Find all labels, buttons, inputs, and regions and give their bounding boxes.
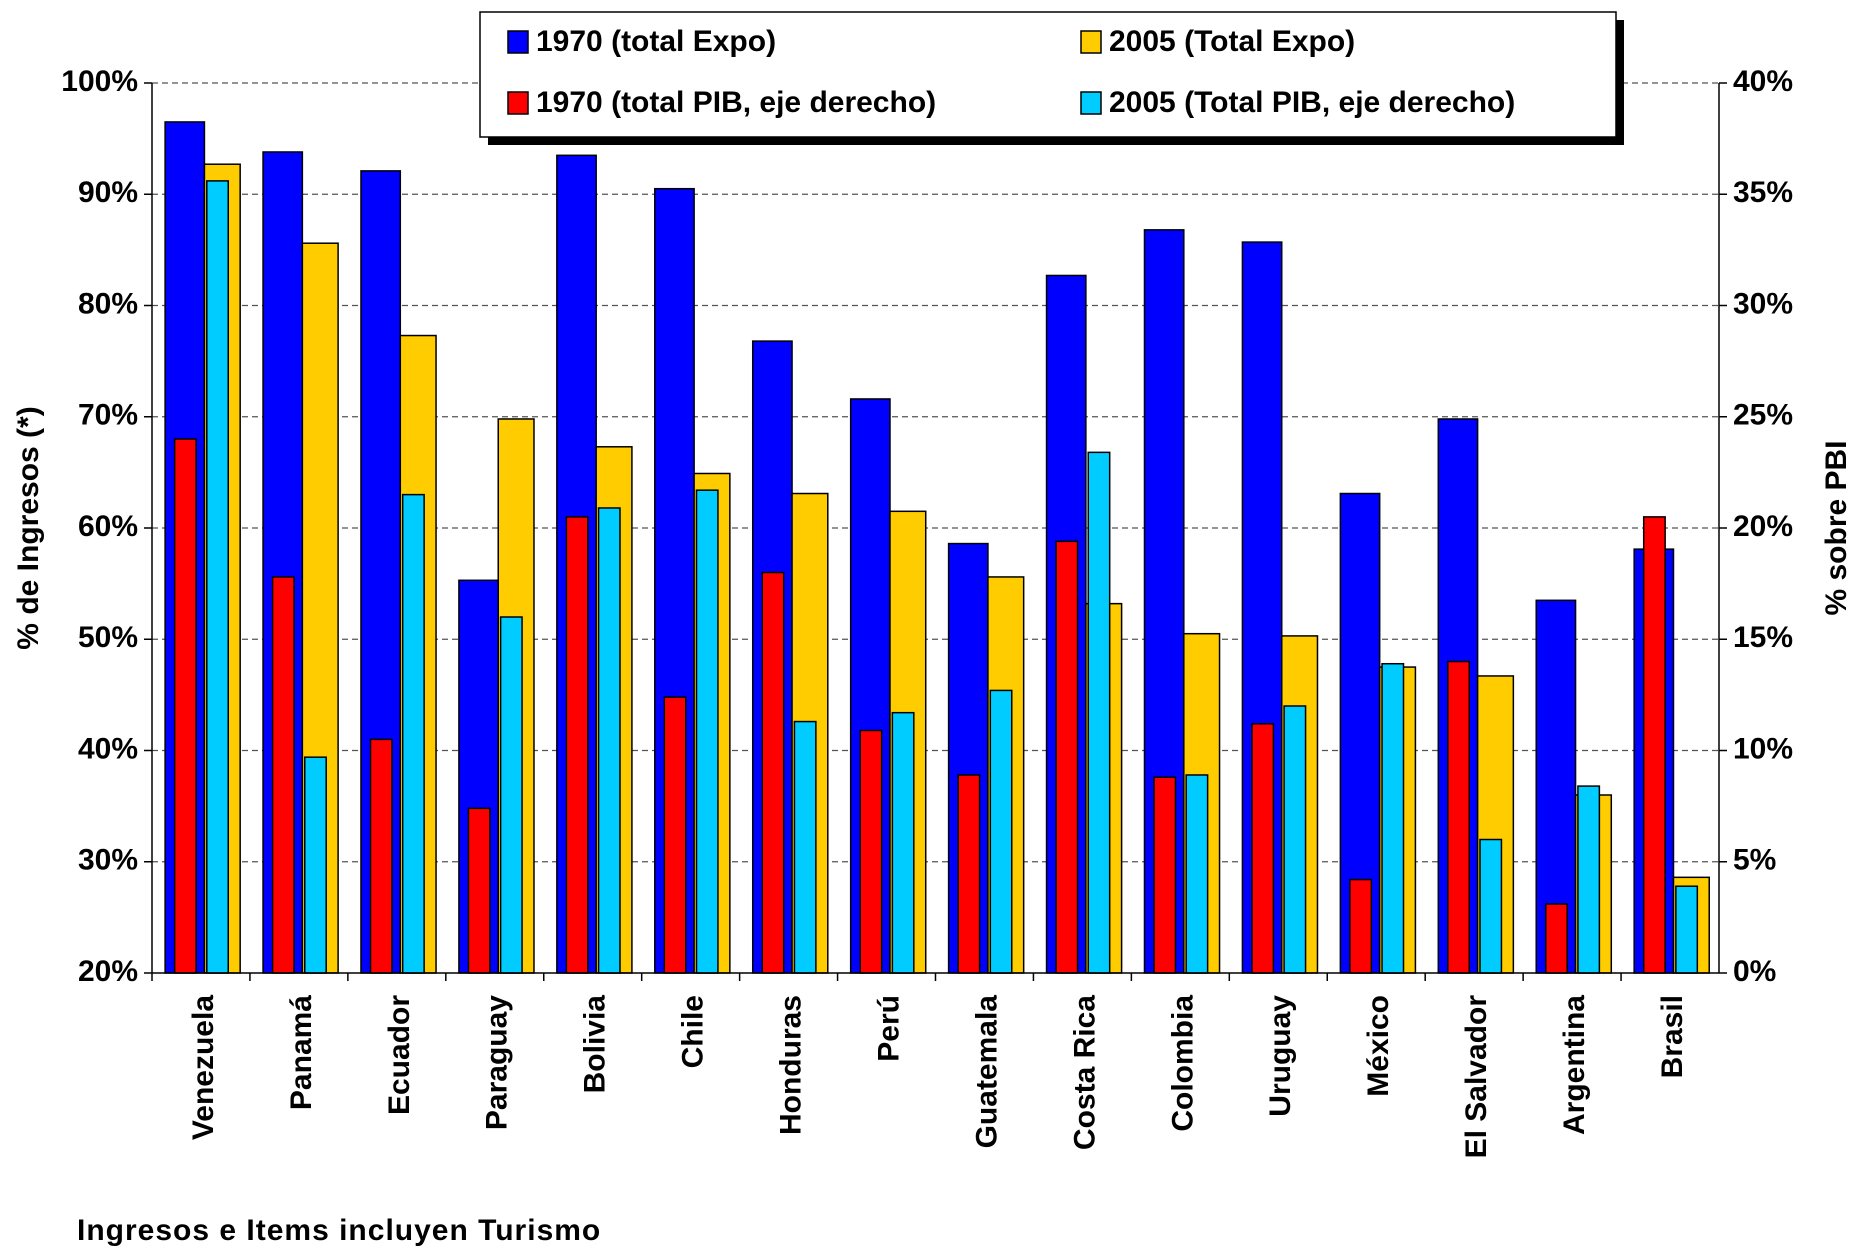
bar [1283, 705, 1307, 974]
x-tick-label: Paraguay [481, 995, 514, 1130]
bar [1675, 885, 1699, 974]
y-tick-label: 50% [78, 621, 138, 654]
bar [303, 756, 327, 974]
legend [479, 11, 1617, 138]
y-tick-label: 40% [78, 732, 138, 765]
y2-tick-label: 40% [1733, 65, 1793, 98]
bar [369, 738, 393, 974]
bar [206, 180, 230, 974]
bar [1577, 785, 1601, 974]
bar [1185, 774, 1209, 974]
x-tick-label: Bolivia [579, 995, 612, 1094]
x-tick-label: Ecuador [383, 995, 416, 1115]
bar [1055, 540, 1079, 974]
bar [173, 438, 197, 974]
bar [989, 689, 1013, 974]
x-tick-label: Colombia [1166, 995, 1199, 1132]
y2-tick-label: 35% [1733, 176, 1793, 209]
bar [467, 807, 491, 974]
bar [1381, 662, 1405, 974]
y2-axis-label: % sobre PBI [1820, 440, 1853, 615]
bar [1642, 516, 1666, 974]
y2-tick-label: 0% [1733, 955, 1776, 988]
y-tick-label: 90% [78, 176, 138, 209]
legend-label: 2005 (Total Expo) [1109, 25, 1355, 58]
x-tick-label: Honduras [775, 995, 808, 1135]
bar [271, 576, 295, 974]
x-tick-label: Perú [872, 995, 905, 1062]
bar [859, 729, 883, 974]
legend-label: 1970 (total Expo) [536, 25, 776, 58]
x-tick-label: Brasil [1656, 995, 1689, 1078]
y2-tick-label: 25% [1733, 399, 1793, 432]
legend-label: 2005 (Total PIB, eje derecho) [1109, 86, 1515, 119]
bar [793, 720, 817, 974]
bar [1447, 660, 1471, 974]
bar [1349, 878, 1373, 974]
legend-swatch [507, 91, 529, 115]
y-tick-label: 60% [78, 510, 138, 543]
bar [1545, 903, 1568, 974]
y-tick-label: 80% [78, 287, 138, 320]
legend-swatch [1080, 91, 1102, 115]
x-tick-label: El Salvador [1460, 995, 1493, 1159]
bar [695, 489, 719, 974]
y2-tick-label: 30% [1733, 287, 1793, 320]
y2-tick-label: 5% [1733, 844, 1776, 877]
y2-tick-label: 15% [1733, 621, 1793, 654]
bar [565, 516, 589, 974]
x-tick-label: Panamá [285, 995, 318, 1110]
bar [663, 696, 687, 974]
y2-tick-label: 10% [1733, 732, 1793, 765]
y-tick-label: 20% [78, 955, 138, 988]
bar [1251, 723, 1275, 974]
bar [1479, 838, 1503, 974]
bar [761, 571, 785, 974]
bar [499, 616, 523, 974]
bar [891, 711, 915, 974]
x-tick-label: Argentina [1558, 995, 1591, 1135]
bar [597, 507, 621, 974]
legend-swatch [1080, 30, 1102, 54]
y-tick-label: 30% [78, 844, 138, 877]
x-tick-label: Chile [677, 995, 710, 1068]
x-tick-label: Venezuela [187, 995, 220, 1140]
bar [1087, 451, 1111, 974]
legend-label: 1970 (total PIB, eje derecho) [536, 86, 936, 119]
y2-tick-label: 20% [1733, 510, 1793, 543]
bar [1153, 776, 1177, 974]
legend-swatch [507, 30, 529, 54]
y-axis-label: % de Ingresos (*) [12, 406, 45, 649]
y-tick-label: 100% [61, 65, 138, 98]
x-tick-label: Guatemala [970, 995, 1003, 1149]
x-tick-label: Costa Rica [1068, 995, 1101, 1150]
footnote: Ingresos e Items incluyen Turismo [77, 1214, 601, 1247]
y-tick-label: 70% [78, 399, 138, 432]
x-tick-label: Uruguay [1264, 995, 1297, 1117]
bar [401, 493, 425, 974]
bar [957, 774, 981, 974]
x-tick-label: México [1362, 995, 1395, 1097]
